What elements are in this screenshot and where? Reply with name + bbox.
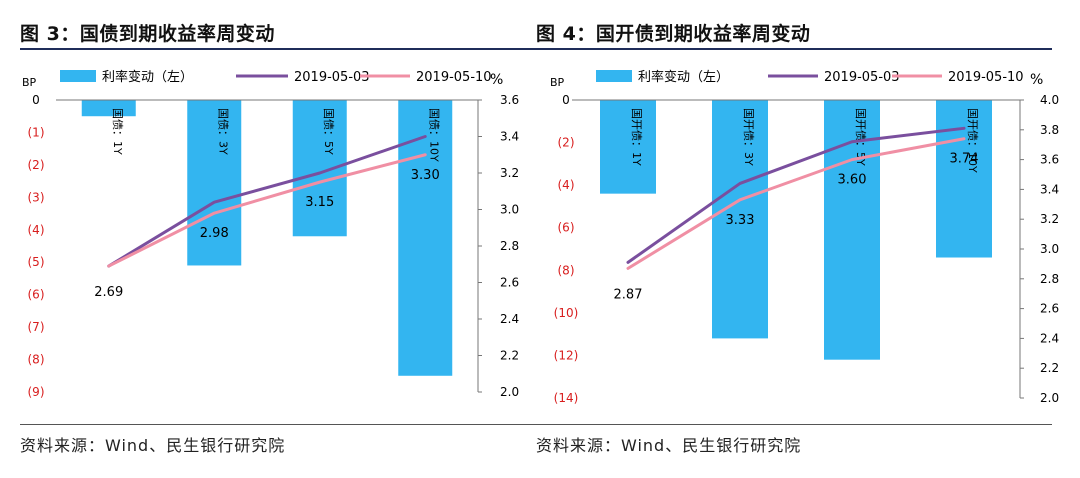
- chart-title: 图 3：国债到期收益率周变动: [20, 23, 275, 45]
- category-label: 国债：5Y: [322, 108, 336, 155]
- right-tick-label: 3.2: [1040, 212, 1059, 226]
- series-line: [626, 137, 966, 270]
- legend-swatch-bar: [60, 70, 96, 82]
- right-tick-label: 2.6: [1040, 302, 1059, 316]
- bar: [712, 100, 768, 339]
- source-rule: [20, 424, 536, 425]
- series-line: [107, 135, 427, 268]
- category-label: 国开债：1Y: [630, 108, 644, 166]
- title-rule: [20, 48, 536, 50]
- right-tick-label: 3.6: [1040, 153, 1059, 167]
- bar: [81, 100, 136, 117]
- left-tick-label: (1): [28, 125, 45, 139]
- category-label: 国开债：3Y: [742, 108, 756, 166]
- right-tick-label: 2.8: [500, 239, 519, 253]
- right-tick-label: 3.0: [500, 203, 519, 217]
- left-tick-label: (4): [558, 178, 575, 192]
- right-tick-label: 2.0: [1040, 391, 1059, 405]
- left-axis-unit: BP: [22, 76, 37, 89]
- right-tick-label: 2.8: [1040, 272, 1059, 286]
- left-tick-label: (9): [28, 385, 45, 399]
- chart-panel-left: 图 3：国债到期收益率周变动 利率变动（左） 2019-05-03 2019-05-…: [20, 0, 540, 478]
- right-tick-label: 2.4: [500, 312, 519, 326]
- data-label: 3.74: [950, 152, 979, 167]
- left-tick-label: (5): [28, 255, 45, 269]
- left-tick-label: (8): [28, 353, 45, 367]
- chart-title: 图 4：国开债到期收益率周变动: [536, 23, 811, 45]
- legend-label: 利率变动（左）: [102, 69, 193, 85]
- category-label: 国开债：5Y: [854, 108, 868, 166]
- right-tick-label: 3.2: [500, 166, 519, 180]
- legend-label: 利率变动（左）: [638, 69, 729, 85]
- right-tick-label: 2.2: [1040, 361, 1059, 375]
- legend-label: 2019-05-10: [416, 70, 492, 85]
- series-line: [107, 153, 427, 268]
- category-label: 国债：1Y: [111, 108, 125, 155]
- data-label: 3.60: [838, 173, 867, 188]
- data-label: 2.69: [94, 285, 123, 300]
- data-label: 2.87: [614, 287, 643, 302]
- chart-figure-3: 利率变动（左） 2019-05-03 2019-05-10 BP % 3.6 3.4 3.2 3…: [22, 69, 519, 399]
- right-tick-label: 3.8: [1040, 123, 1059, 137]
- source-note: 资料来源：Wind、民生银行研究院: [536, 436, 802, 455]
- category-label: 国债：3Y: [216, 108, 230, 155]
- legend-label: 2019-05-10: [948, 70, 1024, 85]
- data-label: 3.15: [305, 195, 334, 210]
- right-tick-label: 2.4: [1040, 331, 1059, 345]
- right-tick-label: 2.0: [500, 385, 519, 399]
- source-rule: [536, 424, 1052, 425]
- data-label: 2.98: [200, 226, 229, 241]
- bar: [600, 100, 656, 194]
- data-label: 3.30: [411, 168, 440, 183]
- left-tick-label: 0: [32, 93, 40, 107]
- bar: [292, 100, 347, 237]
- series-line: [626, 126, 966, 264]
- bar: [398, 100, 453, 376]
- bar: [936, 100, 992, 258]
- right-axis-unit: %: [1030, 72, 1043, 88]
- left-tick-label: (10): [554, 306, 579, 320]
- category-label: 国债：10Y: [427, 108, 441, 162]
- title-rule: [536, 48, 1052, 50]
- right-tick-label: 2.2: [500, 349, 519, 363]
- right-tick-label: 3.0: [1040, 242, 1059, 256]
- data-label: 3.33: [726, 213, 755, 228]
- right-tick-label: 2.6: [500, 276, 519, 290]
- right-axis-unit: %: [490, 72, 503, 88]
- left-tick-label: (7): [28, 320, 45, 334]
- chart-figure-4: 利率变动（左） 2019-05-03 2019-05-10 BP % 4.0 3.8 3.6 3…: [550, 69, 1059, 405]
- left-tick-label: (8): [558, 263, 575, 277]
- left-tick-label: (12): [554, 348, 579, 362]
- chart-panel-right: 图 4：国开债到期收益率周变动 利率变动（左） 2019-05-03 2019-05…: [536, 0, 1059, 478]
- left-tick-label: (2): [558, 136, 575, 150]
- legend-label: 2019-05-03: [294, 70, 370, 85]
- legend-label: 2019-05-03: [824, 70, 900, 85]
- left-tick-label: (6): [28, 288, 45, 302]
- left-tick-label: 0: [562, 93, 570, 107]
- right-tick-label: 3.4: [500, 130, 519, 144]
- left-tick-label: (3): [28, 190, 45, 204]
- left-tick-label: (4): [28, 223, 45, 237]
- right-tick-label: 3.6: [500, 93, 519, 107]
- right-tick-label: 4.0: [1040, 93, 1059, 107]
- left-tick-label: (2): [28, 158, 45, 172]
- legend-swatch-bar: [596, 70, 632, 82]
- left-tick-label: (6): [558, 221, 575, 235]
- left-tick-label: (14): [554, 391, 579, 405]
- source-note: 资料来源：Wind、民生银行研究院: [20, 436, 286, 455]
- left-axis-unit: BP: [550, 76, 565, 89]
- bar: [187, 100, 242, 266]
- right-tick-label: 3.4: [1040, 182, 1059, 196]
- category-label: 国开债：10Y: [966, 108, 980, 173]
